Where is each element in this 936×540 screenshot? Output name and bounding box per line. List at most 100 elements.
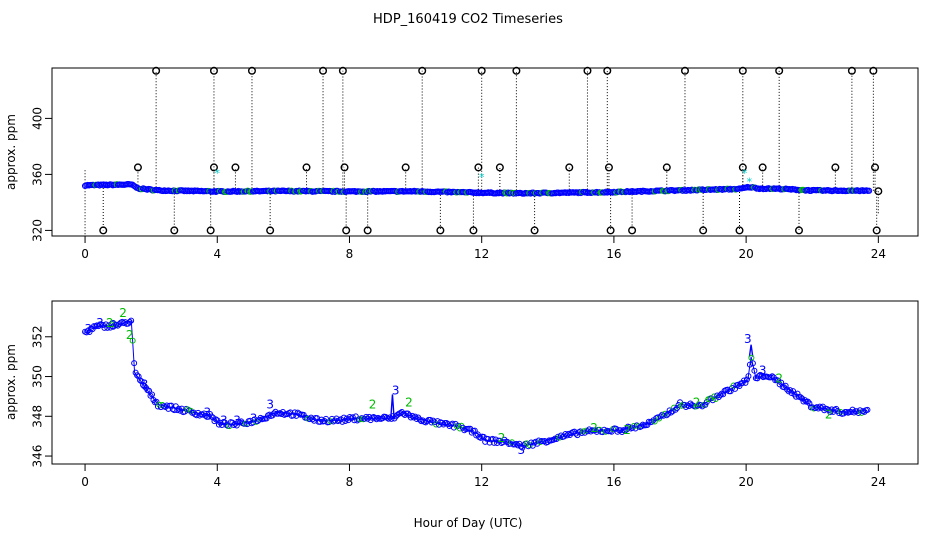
top-x-tick-label: 0 [81,247,89,261]
co2-point [720,391,727,398]
co2-point [349,414,356,421]
outlier-point [738,66,747,75]
co2-point [816,403,823,410]
marker-2: 2 [693,395,701,409]
co2-point [651,418,658,425]
co2-point [379,415,386,422]
co2-point [354,417,361,424]
co2-point [141,383,148,390]
co2-point [517,443,524,450]
co2-point [477,434,484,441]
co2-point [209,414,216,421]
marker-3: 3 [392,383,400,397]
co2-point [99,322,106,329]
co2-point [129,337,136,344]
outlier-point [738,163,747,172]
outlier-point [606,226,615,235]
marker-3: 3 [744,332,752,346]
co2-point [746,361,753,368]
flag-marker: * [479,171,485,184]
co2-point [165,405,172,412]
co2-point [340,414,347,421]
co2-point [804,398,811,405]
outlier-point [99,226,108,235]
outlier-point [604,163,613,172]
co2-point [430,417,437,424]
bottom-x-tick-label: 0 [81,475,89,489]
co2-point [147,392,154,399]
bottom-x-tick-label: 4 [213,475,221,489]
marker-3: 3 [141,377,149,391]
co2-spike [748,344,754,357]
co2-point [699,403,706,410]
top-y-tick-label: 400 [31,107,45,130]
co2-point [433,421,440,428]
co2-point [592,427,599,434]
co2-point [135,373,142,380]
outlier-point [565,163,574,172]
co2-point [788,389,795,396]
co2-point [513,440,520,447]
outlier-point [133,163,142,172]
co2-point [159,402,166,409]
co2-point [131,360,138,367]
co2-point [212,416,219,423]
co2-point [767,374,774,381]
co2-point [514,442,521,449]
co2-point [709,397,716,404]
top-x-tick-label: 16 [606,247,621,261]
outlier-point [152,66,161,75]
co2-point [534,440,541,447]
co2-point [416,416,423,423]
marker-2: 2 [369,397,377,411]
co2-point [163,402,170,409]
outlier-point [170,226,179,235]
co2-point [137,377,144,384]
co2-point [749,360,756,367]
co2-point [323,415,330,422]
outlier-point [735,226,744,235]
co2-point [138,378,145,385]
co2-point [148,391,155,398]
outlier-point [628,226,637,235]
co2-point [385,415,392,422]
bottom-y-tick-label: 352 [31,325,45,348]
marker-3: 3 [759,364,767,378]
co2-point [836,410,843,417]
co2-point [743,376,750,383]
outlier-point [871,163,880,172]
co2-point [662,410,669,417]
co2-point [787,387,794,394]
marker-3: 3 [233,413,241,427]
co2-point [669,408,676,415]
top-y-tick-label: 360 [31,163,45,186]
co2-point [785,388,792,395]
marker-2: 2 [623,423,631,437]
co2-point [608,428,615,435]
flag-marker: * [747,175,753,188]
outlier-point [206,226,215,235]
co2-point [208,413,215,420]
outlier-point [699,226,708,235]
outlier-point [872,226,881,235]
co2-point [230,421,237,428]
co2-point [809,404,816,411]
co2-point [782,382,789,389]
marker-2: 2 [106,316,114,330]
marker-3: 3 [518,443,526,457]
outlier-point [583,66,592,75]
outlier-point [831,163,840,172]
co2-point [128,317,135,324]
co2-point [657,413,664,420]
co2-point [717,392,724,399]
co2-point [233,422,240,429]
marker-2: 2 [498,431,506,445]
x-axis-label: Hour of Day (UTC) [414,516,523,530]
bottom-axes: 0 4 8 12 16 20 24 346 348 350 352 [31,325,886,489]
top-data-layer: * * ** [81,66,883,236]
marker-2: 2 [775,372,783,386]
top-plot-frame [51,67,919,237]
